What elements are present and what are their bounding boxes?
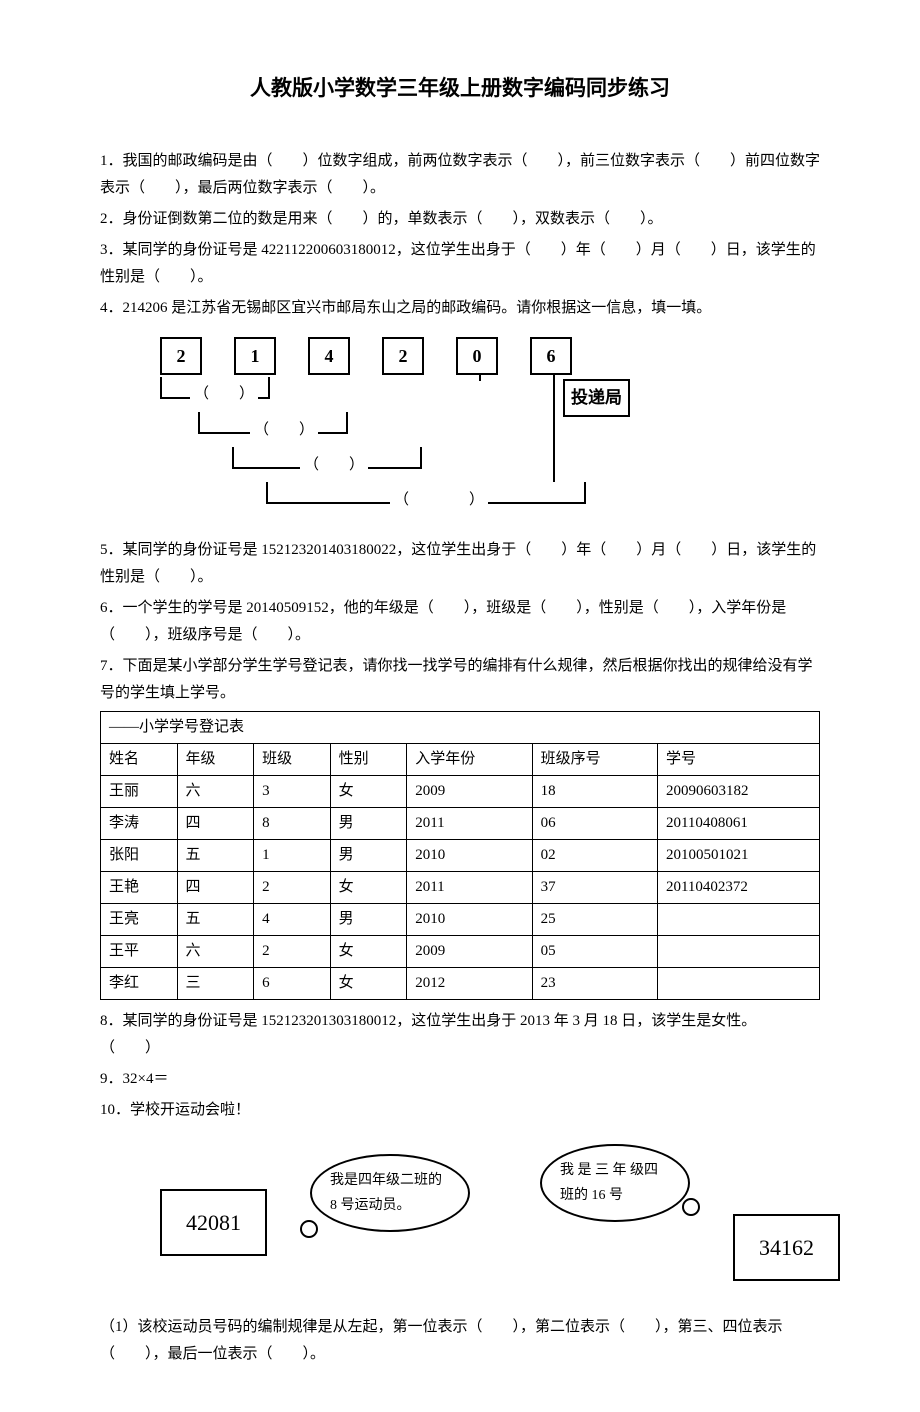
table-row: 李涛四8男20110620110408061	[101, 807, 820, 839]
question-7: 7．下面是某小学部分学生学号登记表，请你找一找学号的编排有什么规律，然后根据你找…	[100, 653, 820, 707]
connector-line	[479, 375, 481, 381]
blank-label-1: （ ）	[190, 381, 258, 408]
th-name: 姓名	[101, 743, 178, 775]
th-grade: 年级	[177, 743, 254, 775]
athlete-number-1: 42081	[160, 1189, 267, 1257]
question-1: 1．我国的邮政编码是由（ ）位数字组成，前两位数字表示（ ），前三位数字表示（ …	[100, 148, 820, 202]
blank-label-2: （ ）	[250, 417, 318, 444]
blank-label-3: （ ）	[300, 452, 368, 479]
table-row: 王丽六3女20091820090603182	[101, 775, 820, 807]
connector-line	[553, 375, 555, 482]
digit-box-3: 4	[308, 337, 350, 375]
table-row: 王平六2女200905	[101, 935, 820, 967]
page-title: 人教版小学数学三年级上册数字编码同步练习	[100, 70, 820, 108]
blank-label-4: （ ）	[390, 487, 488, 514]
question-10-sub1: （1）该校运动员号码的编制规律是从左起，第一位表示（ ），第二位表示（ ），第三…	[100, 1314, 820, 1368]
digit-box-4: 2	[382, 337, 424, 375]
student-id-table: ——小学学号登记表 姓名 年级 班级 性别 入学年份 班级序号 学号 王丽六3女…	[100, 711, 820, 1000]
athlete-number-2: 34162	[733, 1214, 840, 1282]
digit-box-6: 6	[530, 337, 572, 375]
question-4: 4．214206 是江苏省无锡邮区宜兴市邮局东山之局的邮政编码。请你根据这一信息…	[100, 295, 820, 322]
digit-box-5: 0	[456, 337, 498, 375]
sports-day-diagram: 42081 我是四年级二班的 8 号运动员。 我 是 三 年 级四班的 16 号…	[100, 1144, 820, 1284]
digit-box-2: 1	[234, 337, 276, 375]
question-5: 5．某同学的身份证号是 152123201403180022，这位学生出身于（ …	[100, 537, 820, 591]
table-row: 王艳四2女20113720110402372	[101, 871, 820, 903]
question-10: 10．学校开运动会啦！	[100, 1097, 820, 1124]
question-8: 8．某同学的身份证号是 152123201303180012，这位学生出身于 2…	[100, 1008, 820, 1062]
table-caption: ——小学学号登记表	[101, 711, 820, 743]
table-row: 李红三6女201223	[101, 967, 820, 999]
speech-bubble-2: 我 是 三 年 级四班的 16 号	[540, 1144, 690, 1222]
th-id: 学号	[657, 743, 819, 775]
question-3: 3．某同学的身份证号是 422112200603180012，这位学生出身于（ …	[100, 237, 820, 291]
speech-bubble-1: 我是四年级二班的 8 号运动员。	[310, 1154, 470, 1232]
table-row: 王亮五4男201025	[101, 903, 820, 935]
question-6: 6．一个学生的学号是 20140509152，他的年级是（ ），班级是（ ），性…	[100, 595, 820, 649]
question-9: 9．32×4＝	[100, 1066, 820, 1093]
digit-boxes-row: 2 1 4 2 0 6	[160, 337, 610, 375]
th-class: 班级	[254, 743, 331, 775]
question-2: 2．身份证倒数第二位的数是用来（ ）的，单数表示（ ），双数表示（ ）。	[100, 206, 820, 233]
table-caption-row: ——小学学号登记表	[101, 711, 820, 743]
th-seq: 班级序号	[532, 743, 657, 775]
th-year: 入学年份	[407, 743, 532, 775]
postal-code-diagram: 2 1 4 2 0 6 投递局 （ ） （ ） （ ） （ ）	[160, 337, 610, 517]
th-gender: 性别	[330, 743, 407, 775]
digit-box-1: 2	[160, 337, 202, 375]
delivery-label: 投递局	[563, 379, 630, 418]
table-header-row: 姓名 年级 班级 性别 入学年份 班级序号 学号	[101, 743, 820, 775]
table-row: 张阳五1男20100220100501021	[101, 839, 820, 871]
